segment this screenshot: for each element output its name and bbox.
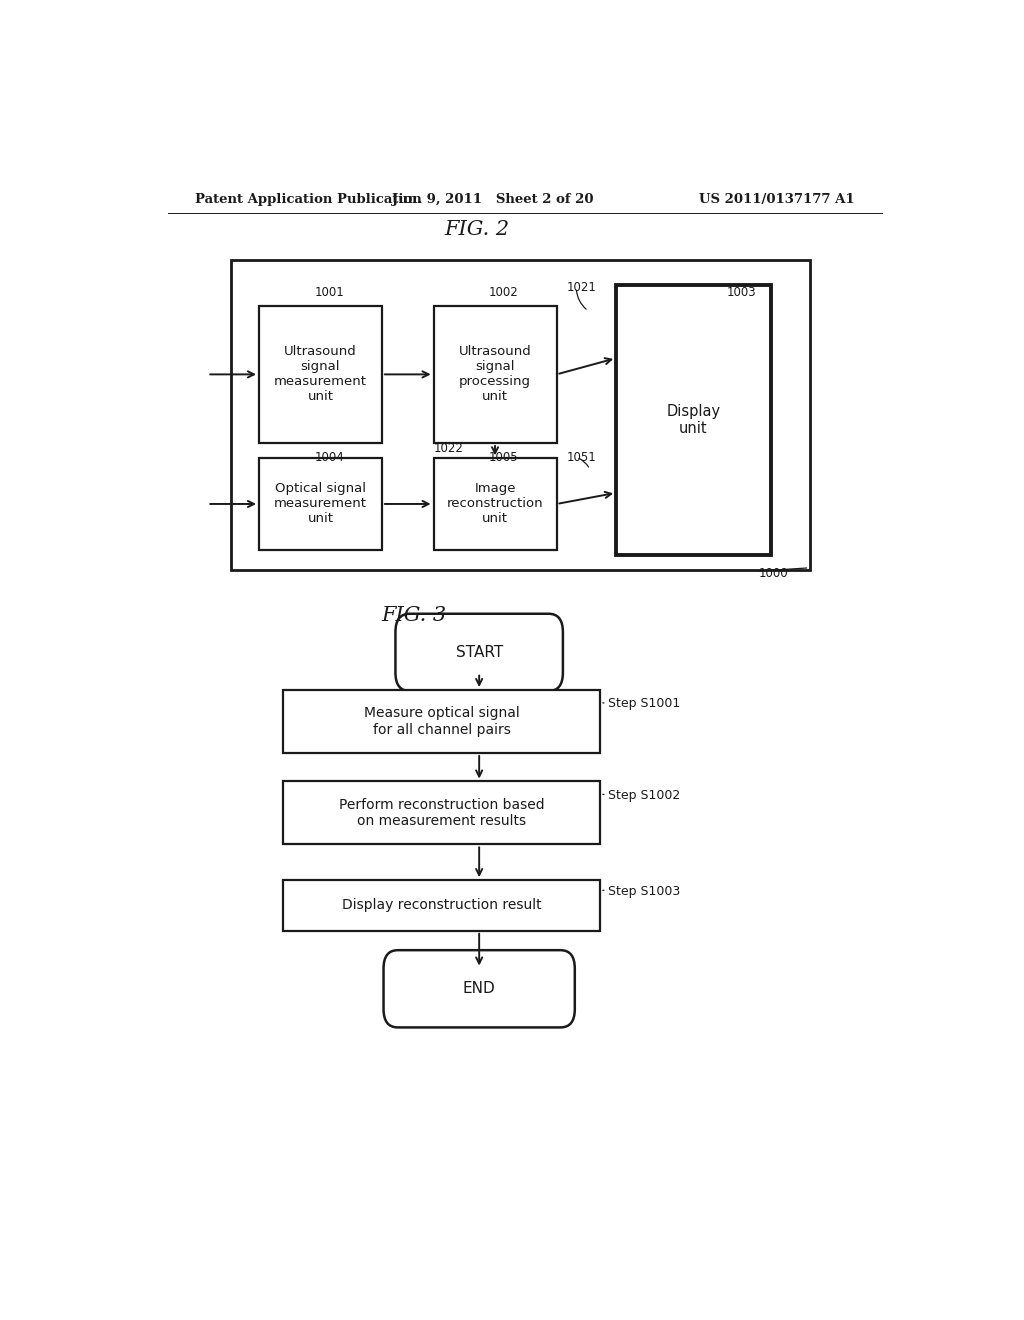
Text: 1003: 1003: [727, 286, 757, 300]
Text: Step S1003: Step S1003: [608, 884, 680, 898]
FancyBboxPatch shape: [384, 950, 574, 1027]
Text: 1005: 1005: [489, 450, 519, 463]
Text: 1001: 1001: [314, 286, 344, 300]
Text: 1051: 1051: [567, 450, 597, 463]
FancyBboxPatch shape: [283, 880, 600, 931]
Text: FIG. 3: FIG. 3: [381, 606, 446, 626]
FancyBboxPatch shape: [259, 306, 382, 444]
Text: 1002: 1002: [489, 286, 519, 300]
Text: Display
unit: Display unit: [667, 404, 721, 437]
Text: Measure optical signal
for all channel pairs: Measure optical signal for all channel p…: [364, 706, 519, 737]
Text: Ultrasound
signal
processing
unit: Ultrasound signal processing unit: [459, 346, 531, 404]
FancyBboxPatch shape: [395, 614, 563, 690]
Text: Step S1001: Step S1001: [608, 697, 680, 710]
Text: Display reconstruction result: Display reconstruction result: [342, 899, 542, 912]
FancyBboxPatch shape: [231, 260, 811, 570]
Text: Step S1002: Step S1002: [608, 789, 680, 801]
Text: Patent Application Publication: Patent Application Publication: [196, 193, 422, 206]
Text: FIG. 2: FIG. 2: [444, 220, 510, 239]
Text: US 2011/0137177 A1: US 2011/0137177 A1: [698, 193, 854, 206]
FancyBboxPatch shape: [283, 690, 600, 752]
Text: 1022: 1022: [433, 442, 464, 454]
FancyBboxPatch shape: [433, 306, 557, 444]
Text: 1004: 1004: [314, 450, 344, 463]
Text: Image
reconstruction
unit: Image reconstruction unit: [446, 483, 544, 525]
Text: END: END: [463, 981, 496, 997]
FancyBboxPatch shape: [259, 458, 382, 549]
Text: Perform reconstruction based
on measurement results: Perform reconstruction based on measurem…: [339, 797, 545, 828]
FancyBboxPatch shape: [283, 781, 600, 845]
Text: START: START: [456, 645, 503, 660]
Text: Ultrasound
signal
measurement
unit: Ultrasound signal measurement unit: [274, 346, 367, 404]
Text: Optical signal
measurement
unit: Optical signal measurement unit: [274, 483, 367, 525]
Text: 1000: 1000: [759, 566, 788, 579]
Text: Jun. 9, 2011   Sheet 2 of 20: Jun. 9, 2011 Sheet 2 of 20: [392, 193, 594, 206]
FancyBboxPatch shape: [616, 285, 771, 554]
FancyBboxPatch shape: [433, 458, 557, 549]
Text: 1021: 1021: [567, 281, 597, 294]
